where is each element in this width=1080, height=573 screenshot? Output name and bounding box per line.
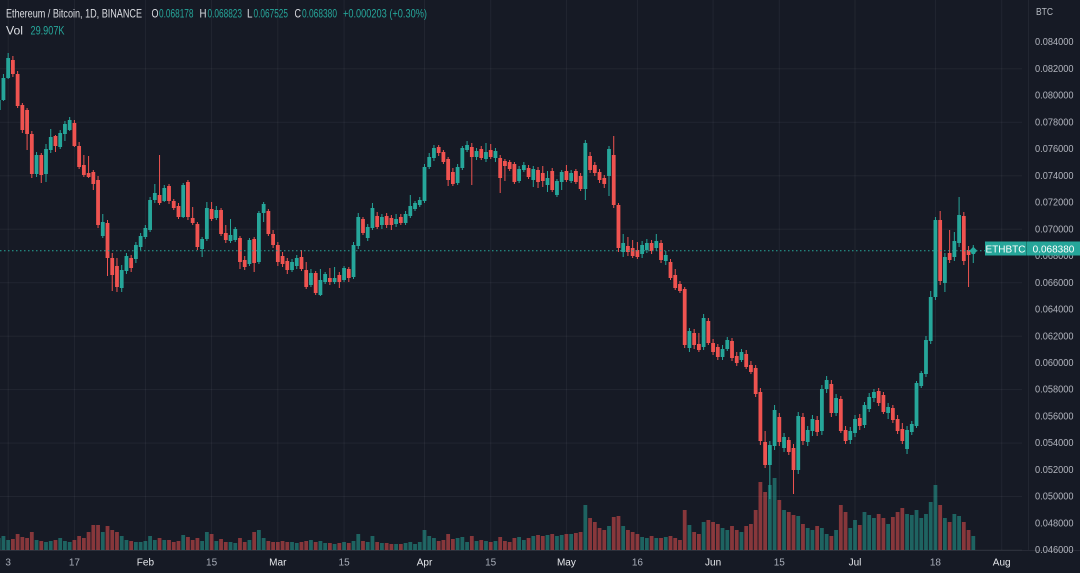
svg-text:Jul: Jul [849,558,862,569]
svg-text:15: 15 [485,558,497,569]
svg-text:0.056000: 0.056000 [1035,411,1074,422]
svg-text:O: O [152,7,159,21]
svg-text:0.046000: 0.046000 [1035,545,1074,556]
svg-text:Jun: Jun [705,558,721,569]
svg-text:29.907K: 29.907K [31,24,65,38]
svg-text:0.072000: 0.072000 [1035,198,1074,209]
svg-text:0.068000: 0.068000 [1035,251,1074,262]
svg-text:0.068380: 0.068380 [302,7,337,21]
svg-text:Mar: Mar [269,558,287,569]
svg-text:17: 17 [69,558,81,569]
svg-text:0.050000: 0.050000 [1035,492,1074,503]
svg-text:Ethereum / Bitcoin, 1D, BINANC: Ethereum / Bitcoin, 1D, BINANCE [6,7,142,21]
svg-text:0.068178: 0.068178 [159,7,194,21]
svg-text:0.078000: 0.078000 [1035,117,1074,128]
svg-text:Feb: Feb [137,558,155,569]
svg-text:15: 15 [206,558,218,569]
svg-text:0.064000: 0.064000 [1035,305,1074,316]
svg-text:+0.000203 (+0.30%): +0.000203 (+0.30%) [343,7,427,21]
svg-text:C: C [295,7,302,21]
svg-text:H: H [200,7,207,21]
svg-text:0.048000: 0.048000 [1035,518,1074,529]
svg-text:0.080000: 0.080000 [1035,91,1074,102]
svg-text:0.076000: 0.076000 [1035,144,1074,155]
svg-text:BTC: BTC [1036,6,1053,18]
svg-text:Apr: Apr [417,558,433,569]
svg-text:15: 15 [774,558,786,569]
svg-text:18: 18 [930,558,942,569]
svg-text:0.062000: 0.062000 [1035,331,1074,342]
svg-text:0.058000: 0.058000 [1035,385,1074,396]
svg-text:L: L [247,7,253,21]
svg-text:0.068380: 0.068380 [1033,245,1075,256]
svg-text:15: 15 [339,558,351,569]
svg-text:May: May [557,558,576,569]
svg-text:0.082000: 0.082000 [1035,64,1074,75]
svg-text:0.070000: 0.070000 [1035,224,1074,235]
svg-text:Aug: Aug [993,558,1011,569]
svg-text:0.060000: 0.060000 [1035,358,1074,369]
svg-text:0.074000: 0.074000 [1035,171,1074,182]
svg-text:ETHBTC: ETHBTC [986,245,1026,256]
svg-text:0.054000: 0.054000 [1035,438,1074,449]
svg-text:0.052000: 0.052000 [1035,465,1074,476]
svg-text:3: 3 [5,558,11,569]
svg-text:0.068823: 0.068823 [208,7,243,21]
svg-text:0.067525: 0.067525 [254,7,289,21]
svg-text:16: 16 [632,558,644,569]
svg-text:0.066000: 0.066000 [1035,278,1074,289]
svg-text:0.084000: 0.084000 [1035,37,1074,48]
svg-text:Vol: Vol [6,24,23,38]
